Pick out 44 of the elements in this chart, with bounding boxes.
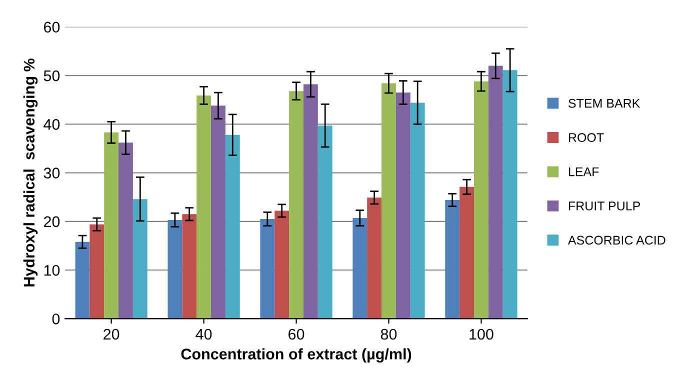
- y-tick-label: 0: [52, 314, 60, 324]
- y-axis-title: Hydroxyl radical scavenging %: [23, 58, 38, 286]
- bar: [118, 142, 133, 319]
- legend-label: ROOT: [568, 133, 604, 142]
- bar: [502, 70, 518, 319]
- bar: [75, 242, 90, 319]
- bar: [211, 106, 226, 319]
- x-tick-label: 20: [104, 328, 120, 340]
- bar: [367, 198, 382, 319]
- bar: [132, 199, 148, 319]
- bar: [460, 186, 474, 319]
- bar: [488, 66, 503, 319]
- y-tick-label: 60: [44, 22, 60, 33]
- y-tick-label: 40: [44, 119, 60, 130]
- bar: [274, 210, 290, 319]
- x-tick-label: 80: [380, 328, 397, 340]
- bar: [396, 92, 410, 319]
- x-tick-label: 100: [470, 328, 494, 340]
- bar: [289, 91, 304, 319]
- y-tick-label: 30: [44, 168, 60, 178]
- bar: [168, 220, 182, 319]
- legend-label: LEAF: [568, 167, 599, 176]
- bar: [410, 102, 425, 319]
- bar: [318, 126, 332, 319]
- bar: [352, 218, 368, 319]
- bar: [445, 200, 460, 319]
- bar: [225, 134, 240, 319]
- y-tick-label: 50: [44, 70, 60, 82]
- bar: [382, 83, 396, 319]
- bar: [474, 81, 488, 319]
- legend-label: FRUIT PULP: [568, 202, 640, 210]
- bar: [104, 132, 119, 319]
- x-tick-label: 60: [288, 328, 304, 340]
- bar: [90, 224, 104, 319]
- bar: [260, 219, 275, 319]
- y-tick-label: 20: [44, 216, 60, 228]
- y-tick-label: 10: [44, 264, 60, 276]
- legend-label: ASCORBIC ACID: [568, 236, 666, 245]
- x-tick-label: 40: [196, 328, 212, 340]
- bar: [196, 95, 211, 319]
- legend-label: STEM BARK: [568, 98, 640, 108]
- bar: [303, 84, 318, 319]
- x-axis-title: Concentration of extract (µg/ml): [181, 348, 412, 363]
- bar: [182, 214, 197, 319]
